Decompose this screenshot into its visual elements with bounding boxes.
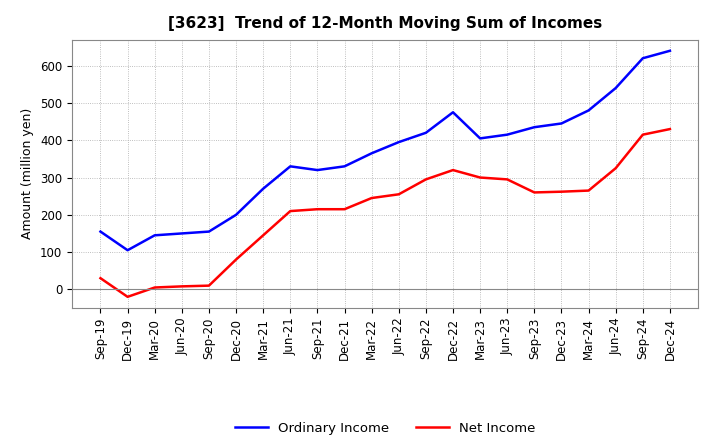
Ordinary Income — [96, 229, 105, 234]
Ordinary Income — [367, 150, 376, 156]
Y-axis label: Amount (million yen): Amount (million yen) — [22, 108, 35, 239]
Ordinary Income — [150, 233, 159, 238]
Net Income — [611, 165, 620, 171]
Ordinary Income — [421, 130, 430, 136]
Ordinary Income — [530, 125, 539, 130]
Ordinary Income — [232, 212, 240, 217]
Ordinary Income — [286, 164, 294, 169]
Ordinary Income — [123, 248, 132, 253]
Net Income — [232, 257, 240, 262]
Net Income — [150, 285, 159, 290]
Ordinary Income — [449, 110, 457, 115]
Net Income — [313, 206, 322, 212]
Net Income — [639, 132, 647, 137]
Ordinary Income — [395, 139, 403, 145]
Net Income — [557, 189, 566, 194]
Net Income — [421, 177, 430, 182]
Net Income — [204, 283, 213, 288]
Ordinary Income — [204, 229, 213, 234]
Net Income — [395, 192, 403, 197]
Ordinary Income — [259, 186, 268, 191]
Line: Ordinary Income: Ordinary Income — [101, 51, 670, 250]
Ordinary Income — [665, 48, 674, 53]
Ordinary Income — [341, 164, 349, 169]
Ordinary Income — [313, 168, 322, 173]
Net Income — [96, 275, 105, 281]
Net Income — [530, 190, 539, 195]
Ordinary Income — [639, 55, 647, 61]
Ordinary Income — [178, 231, 186, 236]
Net Income — [259, 233, 268, 238]
Net Income — [503, 177, 511, 182]
Net Income — [476, 175, 485, 180]
Net Income — [665, 126, 674, 132]
Line: Net Income: Net Income — [101, 129, 670, 297]
Ordinary Income — [611, 85, 620, 91]
Title: [3623]  Trend of 12-Month Moving Sum of Incomes: [3623] Trend of 12-Month Moving Sum of I… — [168, 16, 603, 32]
Ordinary Income — [557, 121, 566, 126]
Legend: Ordinary Income, Net Income: Ordinary Income, Net Income — [230, 417, 541, 440]
Net Income — [341, 206, 349, 212]
Ordinary Income — [584, 108, 593, 113]
Net Income — [584, 188, 593, 193]
Net Income — [449, 168, 457, 173]
Ordinary Income — [503, 132, 511, 137]
Ordinary Income — [476, 136, 485, 141]
Net Income — [286, 209, 294, 214]
Net Income — [367, 195, 376, 201]
Net Income — [178, 284, 186, 289]
Net Income — [123, 294, 132, 300]
